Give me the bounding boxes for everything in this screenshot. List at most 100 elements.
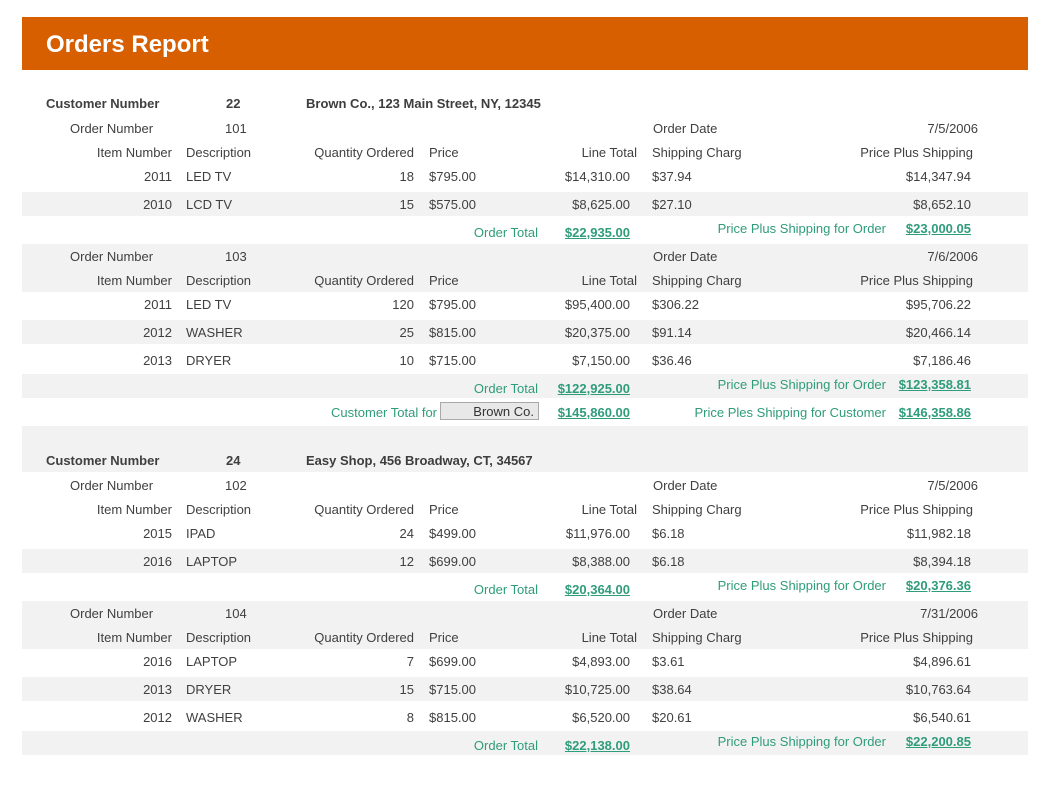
customer-info: Easy Shop, 456 Broadway, CT, 34567: [306, 453, 533, 468]
item-number: 2011: [144, 297, 172, 312]
price-ples-shipping-customer-value: $146,358.86: [898, 405, 971, 420]
item-line-total: $11,976.00: [565, 526, 630, 541]
item-price-plus-shipping: $8,394.18: [913, 554, 971, 569]
item-shipping: $6.18: [652, 554, 685, 569]
customer-number-label: Customer Number: [46, 96, 160, 111]
item-column-headers: Item Number Description Quantity Ordered…: [22, 268, 1028, 292]
item-quantity: 12: [399, 554, 414, 569]
item-price-plus-shipping: $11,982.18: [906, 526, 971, 541]
order-total-value: $122,925.00: [557, 381, 630, 396]
item-price-plus-shipping: $4,896.61: [913, 654, 971, 669]
price-plus-shipping-order-value: $23,000.05: [905, 221, 971, 236]
item-quantity: 15: [399, 682, 414, 697]
order-number-label: Order Number: [70, 121, 154, 136]
item-shipping: $20.61: [652, 710, 692, 725]
order-total-row: Order Total $122,925.00 Price Plus Shipp…: [22, 374, 1028, 398]
order-total-value: $20,364.00: [564, 582, 630, 597]
item-price-plus-shipping: $6,540.61: [913, 710, 971, 725]
item-quantity: 18: [399, 169, 414, 184]
order-total-value: $22,138.00: [564, 738, 630, 753]
item-price: $715.00: [429, 682, 476, 697]
item-price-plus-shipping: $20,466.14: [905, 325, 971, 340]
item-description: LCD TV: [186, 197, 232, 212]
item-line-total: $6,520.00: [572, 710, 630, 725]
item-number: 2013: [143, 682, 172, 697]
customer-number-value: 22: [226, 96, 241, 111]
item-shipping: $36.46: [652, 353, 692, 368]
item-description: DRYER: [186, 353, 232, 368]
price-plus-shipping-order-value: $123,358.81: [898, 377, 971, 392]
item-line-total: $8,388.00: [572, 554, 630, 569]
price-plus-shipping-header: Price Plus Shipping: [860, 630, 973, 645]
quantity-ordered-header: Quantity Ordered: [314, 630, 414, 645]
order-total-label: Order Total: [473, 225, 538, 240]
price-plus-shipping-order-label: Price Plus Shipping for Order: [717, 221, 886, 236]
table-row: 2015 IPAD 24 $499.00 $11,976.00 $6.18 $1…: [22, 521, 1028, 545]
line-total-header: Line Total: [581, 630, 637, 645]
item-line-total: $10,725.00: [564, 682, 630, 697]
price-header: Price: [429, 630, 459, 645]
item-price: $815.00: [429, 710, 476, 725]
item-number-header: Item Number: [96, 145, 172, 160]
item-price-plus-shipping: $14,347.94: [905, 169, 971, 184]
customer-number-label: Customer Number: [46, 453, 160, 468]
order-number-label: Order Number: [70, 478, 154, 493]
item-number: 2012: [143, 325, 172, 340]
item-line-total: $4,893.00: [572, 654, 630, 669]
report-title: Orders Report: [46, 31, 209, 58]
item-description: LED TV: [186, 169, 232, 184]
order-date-label: Order Date: [653, 249, 718, 264]
item-number: 2012: [143, 710, 172, 725]
item-quantity: 24: [399, 526, 414, 541]
order-header-row: Order Number 101 Order Date 7/5/2006: [22, 116, 1028, 140]
item-price: $795.00: [429, 169, 476, 184]
item-shipping: $91.14: [652, 325, 692, 340]
quantity-ordered-header: Quantity Ordered: [314, 145, 414, 160]
item-quantity: 10: [399, 353, 414, 368]
order-number-value: 102: [225, 478, 247, 493]
item-shipping: $37.94: [652, 169, 692, 184]
customer-total-label: Customer Total for: [331, 405, 437, 420]
customer-total-row: Customer Total for Brown Co. $145,860.00…: [22, 400, 1028, 424]
shipping-charge-header: Shipping Charg: [652, 145, 742, 160]
price-plus-shipping-header: Price Plus Shipping: [860, 145, 973, 160]
item-number: 2010: [143, 197, 172, 212]
order-total-row: Order Total $22,138.00 Price Plus Shippi…: [22, 731, 1028, 755]
item-number: 2011: [144, 169, 172, 184]
quantity-ordered-header: Quantity Ordered: [314, 502, 414, 517]
shipping-charge-header: Shipping Charg: [652, 502, 742, 517]
line-total-header: Line Total: [581, 502, 637, 517]
item-number-header: Item Number: [96, 273, 172, 288]
item-line-total: $14,310.00: [564, 169, 630, 184]
shipping-charge-header: Shipping Charg: [652, 630, 742, 645]
quantity-ordered-header: Quantity Ordered: [314, 273, 414, 288]
item-shipping: $3.61: [652, 654, 685, 669]
customer-name-field[interactable]: Brown Co.: [440, 402, 539, 420]
item-column-headers: Item Number Description Quantity Ordered…: [22, 625, 1028, 649]
price-header: Price: [429, 502, 459, 517]
item-column-headers: Item Number Description Quantity Ordered…: [22, 140, 1028, 164]
order-total-label: Order Total: [473, 381, 538, 396]
table-row: 2010 LCD TV 15 $575.00 $8,625.00 $27.10 …: [22, 192, 1028, 216]
customer-separator: [22, 426, 1028, 448]
shipping-charge-header: Shipping Charg: [652, 273, 742, 288]
item-column-headers: Item Number Description Quantity Ordered…: [22, 497, 1028, 521]
order-number-label: Order Number: [70, 606, 154, 621]
item-price-plus-shipping: $7,186.46: [913, 353, 971, 368]
item-line-total: $7,150.00: [572, 353, 630, 368]
item-price: $815.00: [429, 325, 476, 340]
table-row: 2012 WASHER 8 $815.00 $6,520.00 $20.61 $…: [22, 705, 1028, 729]
line-total-header: Line Total: [581, 273, 637, 288]
item-shipping: $27.10: [652, 197, 692, 212]
item-description: DRYER: [186, 682, 232, 697]
description-header: Description: [186, 145, 252, 160]
item-line-total: $95,400.00: [564, 297, 630, 312]
order-header-row: Order Number 104 Order Date 7/31/2006: [22, 601, 1028, 625]
order-total-label: Order Total: [473, 582, 538, 597]
order-date-value: 7/6/2006: [927, 249, 978, 264]
item-shipping: $306.22: [652, 297, 699, 312]
item-quantity: 7: [406, 654, 414, 669]
order-total-value: $22,935.00: [564, 225, 630, 240]
order-total-row: Order Total $22,935.00 Price Plus Shippi…: [22, 218, 1028, 242]
order-header-row: Order Number 103 Order Date 7/6/2006: [22, 244, 1028, 268]
